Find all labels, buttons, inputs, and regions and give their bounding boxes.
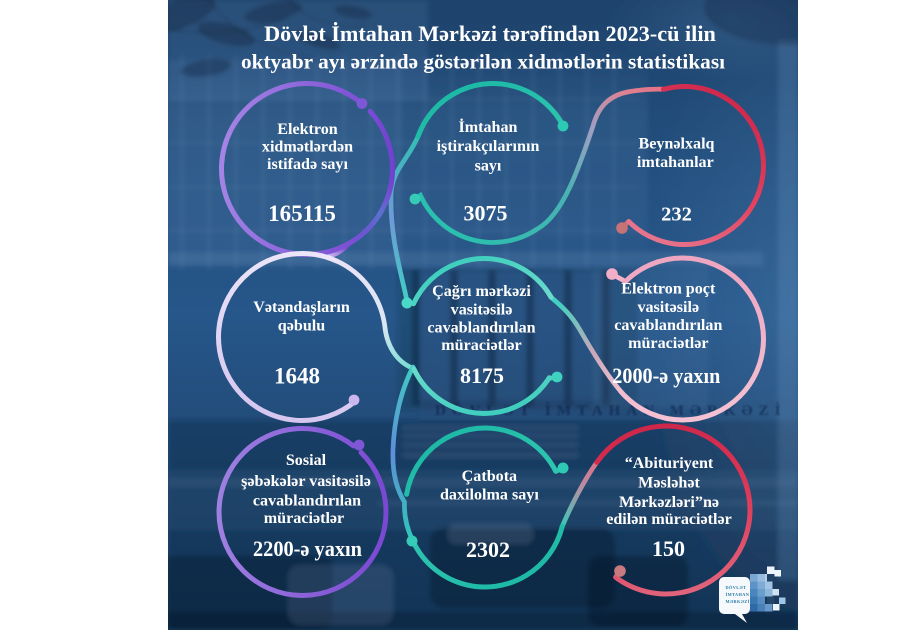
svg-text:Çatbota: Çatbota (462, 468, 517, 485)
svg-text:1648: 1648 (274, 363, 320, 388)
svg-text:edilən müraciətlər: edilən müraciətlər (606, 511, 732, 528)
svg-text:Mərkəzləri”nə: Mərkəzləri”nə (619, 494, 719, 511)
svg-text:cavablandırılan: cavablandırılan (427, 320, 535, 337)
svg-text:Beynəlxalq: Beynəlxalq (638, 136, 714, 153)
svg-text:8175: 8175 (460, 363, 504, 388)
svg-text:İmtahan: İmtahan (458, 117, 517, 136)
svg-text:imtahanlar: imtahanlar (637, 154, 714, 171)
svg-text:Çağrı mərkəzi: Çağrı mərkəzi (432, 283, 531, 300)
svg-text:165115: 165115 (268, 201, 336, 226)
svg-text:vasitəsilə: vasitəsilə (637, 299, 699, 316)
svg-text:qəbulu: qəbulu (278, 318, 325, 335)
svg-text:xidmətlərdən: xidmətlərdən (262, 139, 353, 156)
svg-text:Sosial: Sosial (286, 452, 327, 469)
svg-text:cavablandırılan: cavablandırılan (253, 492, 361, 509)
svg-text:232: 232 (661, 204, 692, 226)
svg-text:müraciətlər: müraciətlər (264, 510, 344, 527)
svg-text:Vətəndaşların: Vətəndaşların (253, 299, 350, 316)
svg-text:iştirakçılarının: iştirakçılarının (437, 138, 540, 155)
svg-text:cavablandırılan: cavablandırılan (614, 317, 722, 334)
svg-text:şəbəkələr vasitəsilə: şəbəkələr vasitəsilə (241, 473, 371, 490)
svg-text:3075: 3075 (464, 201, 508, 226)
svg-text:Elektron poçt: Elektron poçt (621, 281, 716, 298)
svg-text:istifadə sayı: istifadə sayı (267, 156, 348, 173)
svg-text:Elektron: Elektron (277, 121, 338, 138)
svg-text:İMTAHAN: İMTAHAN (726, 592, 750, 597)
svg-text:MƏRKƏZİ: MƏRKƏZİ (726, 599, 750, 604)
svg-text:oktyabr ayı ərzində göstərilən: oktyabr ayı ərzində göstərilən xidmətlər… (241, 50, 725, 74)
svg-text:DÖVLƏT: DÖVLƏT (726, 585, 747, 590)
svg-text:daxilolma sayı: daxilolma sayı (440, 487, 539, 504)
svg-text:müraciətlər: müraciətlər (441, 337, 521, 354)
svg-text:vasitəsilə: vasitəsilə (451, 302, 513, 319)
svg-text:Məsləhət: Məsləhət (638, 475, 700, 492)
svg-text:sayı: sayı (475, 157, 502, 174)
svg-text:2200-ə yaxın: 2200-ə yaxın (253, 536, 362, 561)
svg-text:Dövlət İmtahan Mərkəzi tərəfin: Dövlət İmtahan Mərkəzi tərəfindən 2023-c… (264, 21, 716, 46)
svg-text:2000-ə yaxın: 2000-ə yaxın (612, 363, 720, 388)
svg-text:“Abituriyent: “Abituriyent (625, 455, 714, 472)
svg-text:müraciətlər: müraciətlər (628, 335, 708, 352)
svg-text:2302: 2302 (466, 537, 510, 562)
svg-text:150: 150 (652, 536, 685, 561)
